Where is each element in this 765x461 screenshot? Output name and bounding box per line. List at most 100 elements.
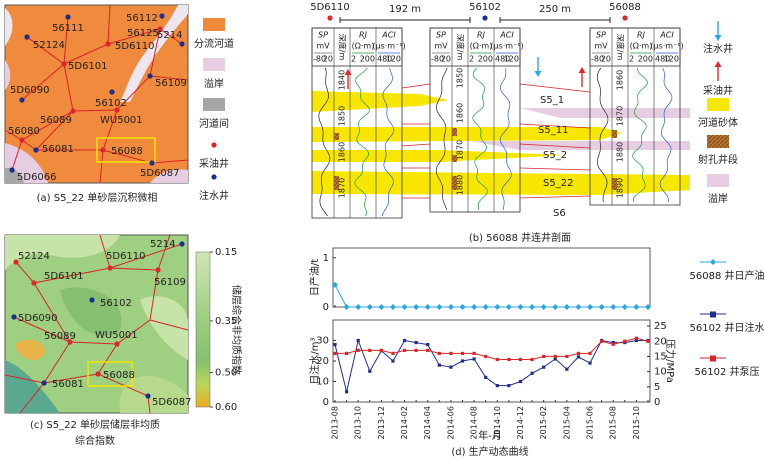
well-label: 56088 [103, 370, 135, 381]
point [634, 336, 639, 340]
well-marker [114, 341, 120, 347]
spacing-arrows [339, 17, 611, 23]
sp-curve [318, 67, 331, 217]
x-tick-label: 2014-08 [470, 406, 479, 439]
well-label: 5D6101 [44, 271, 84, 282]
point [414, 348, 418, 352]
highlight-box [96, 137, 156, 163]
log-header-text: ACI [381, 31, 396, 40]
contour-zone [5, 235, 120, 270]
point [460, 359, 465, 363]
x-tick-label: 2014-12 [516, 406, 525, 439]
x-tick-label: 2014-10 [493, 406, 502, 439]
well-label: 56102 [100, 298, 132, 309]
well-marker [70, 108, 76, 114]
point [391, 351, 395, 356]
legend-swatch [203, 98, 225, 111]
well-label: 5214 [150, 239, 175, 250]
point [553, 354, 557, 359]
point [366, 304, 373, 310]
legend-label: 注水井 [199, 189, 229, 202]
depth-label: 1870 [616, 106, 625, 126]
point [343, 304, 350, 310]
well-marker [65, 14, 71, 20]
rt-curve [632, 67, 648, 203]
point [517, 304, 524, 310]
layer-label: S5_11 [538, 125, 568, 136]
log-scale: 2 [469, 55, 474, 64]
point [495, 384, 499, 388]
point [401, 304, 408, 310]
well-label: 56111 [52, 23, 84, 34]
log-scale: 200 [360, 55, 375, 64]
y2-tick-label: 5 [654, 382, 660, 393]
point [505, 304, 512, 310]
well-label: 56112 [126, 13, 158, 24]
point [449, 365, 453, 369]
y2-tick-label: 10 [654, 367, 667, 378]
depth-label: 1870 [456, 140, 465, 160]
point [576, 351, 581, 356]
well-label: 56089 [44, 331, 76, 342]
well-marker [622, 15, 628, 21]
well-marker [61, 61, 67, 67]
y-axis-label: 日产油/t [308, 259, 321, 296]
log-scale: 480 [495, 55, 510, 64]
point [610, 304, 617, 310]
well-name: 56102 [469, 2, 501, 13]
point [529, 304, 536, 310]
log-header-text: (Ω·m) [352, 42, 375, 51]
log-scale: 480 [377, 55, 392, 64]
point [459, 304, 466, 310]
point [611, 342, 615, 346]
colorbar-tick-label: 0.35 [215, 316, 237, 327]
log-header [429, 27, 521, 67]
well-marker [327, 15, 333, 21]
arrow-head [714, 35, 722, 41]
point [552, 304, 559, 310]
well-label: 5D6110 [106, 251, 146, 262]
legend-marker [710, 355, 716, 362]
perforation [612, 130, 617, 138]
y-tick-label: 0 [323, 397, 329, 408]
well-marker [41, 380, 47, 386]
point [333, 343, 337, 347]
well-marker [105, 41, 111, 47]
log-frame [311, 27, 403, 219]
legend-marker [211, 142, 217, 148]
depth-label: 1890 [616, 178, 625, 198]
sand-body [312, 91, 448, 112]
layer-label: S5_2 [543, 150, 567, 161]
legend-swatch [707, 135, 729, 148]
caption: (b) 56088 井连井剖面 [469, 231, 571, 244]
point [507, 357, 511, 362]
log-scale: 120 [664, 55, 679, 64]
point [449, 351, 453, 356]
ac-curve [381, 67, 395, 217]
legend-label: 溢岸 [204, 77, 224, 90]
perforation [452, 155, 457, 162]
log-scale: 2 [629, 55, 634, 64]
well-marker [11, 314, 17, 320]
well-label: 52124 [18, 251, 50, 262]
perforation [334, 176, 339, 190]
point [633, 304, 640, 310]
point [424, 304, 431, 310]
well-marker [19, 137, 25, 143]
log-header-text: mV [316, 42, 330, 51]
perforation [612, 178, 617, 190]
point [426, 348, 430, 352]
log-header-text: SP [436, 31, 446, 40]
point [379, 348, 383, 352]
point [621, 304, 628, 310]
point [402, 348, 407, 352]
y-tick-label: 10 [316, 377, 329, 388]
panel-c-map [4, 234, 189, 414]
channel-gap [120, 5, 188, 102]
point [414, 340, 418, 345]
well-marker [155, 267, 161, 273]
layer-label: S5_1 [540, 95, 564, 106]
caption: 综合指数 [75, 434, 115, 447]
well-label: WU5001 [100, 115, 143, 126]
well-label: 5D6090 [18, 313, 58, 324]
